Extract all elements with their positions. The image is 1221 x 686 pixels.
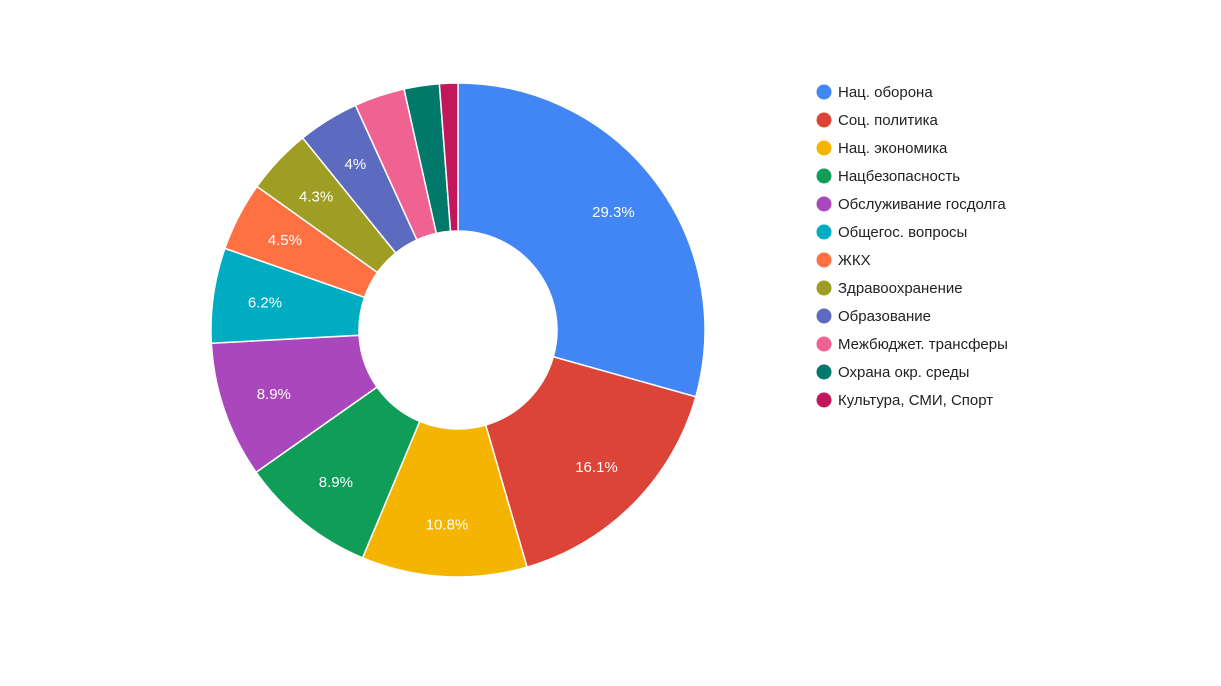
slice-label-6: 6.2% xyxy=(248,295,282,312)
donut-slices xyxy=(210,82,706,578)
legend-label: Здравоохранение xyxy=(838,280,963,297)
legend-item-6[interactable]: Общегос. вопросы xyxy=(816,224,968,241)
legend-item-3[interactable]: Нац. экономика xyxy=(816,140,949,157)
legend-label: Нац. экономика xyxy=(838,140,948,157)
legend-item-8[interactable]: Здравоохранение xyxy=(816,280,963,297)
legend-swatch xyxy=(816,168,832,184)
legend-label: Межбюджет. трансферы xyxy=(838,336,1008,353)
legend-label: Образование xyxy=(838,308,931,325)
legend: Нац. оборона Соц. политика Нац. экономика Н… xyxy=(816,84,1008,409)
legend-item-9[interactable]: Образование xyxy=(816,308,931,325)
slice-labels: 29.3% 16.1% 10.8% 8.9% 8.9% 6.2% 4.5% 4.3% 4% xyxy=(248,156,635,534)
slice-label-2: 16.1% xyxy=(575,459,618,476)
legend-item-1[interactable]: Нац. оборона xyxy=(816,84,934,101)
legend-swatch xyxy=(816,252,832,268)
slice-1[interactable] xyxy=(457,82,706,398)
legend-label: Обслуживание госдолга xyxy=(838,196,1006,213)
legend-label: Охрана окр. среды xyxy=(838,364,969,381)
legend-label: ЖКХ xyxy=(838,252,871,269)
legend-label: Нацбезопасность xyxy=(838,168,960,185)
legend-item-12[interactable]: Культура, СМИ, Спорт xyxy=(816,392,994,409)
legend-item-2[interactable]: Соц. политика xyxy=(816,112,939,129)
legend-swatch xyxy=(816,140,832,156)
slice-label-4: 8.9% xyxy=(319,474,353,491)
legend-item-11[interactable]: Охрана окр. среды xyxy=(816,364,970,381)
legend-swatch xyxy=(816,364,832,380)
legend-swatch xyxy=(816,280,832,296)
legend-swatch xyxy=(816,112,832,128)
slice-2[interactable] xyxy=(484,355,697,569)
legend-swatch xyxy=(816,392,832,408)
legend-label: Общегос. вопросы xyxy=(838,224,967,241)
legend-item-10[interactable]: Межбюджет. трансферы xyxy=(816,336,1008,353)
legend-swatch xyxy=(816,336,832,352)
legend-swatch xyxy=(816,84,832,100)
slice-label-7: 4.5% xyxy=(268,232,302,249)
legend-label: Нац. оборона xyxy=(838,84,933,101)
legend-label: Соц. политика xyxy=(838,112,939,129)
slice-label-3: 10.8% xyxy=(426,517,469,534)
legend-label: Культура, СМИ, Спорт xyxy=(838,392,993,409)
legend-item-5[interactable]: Обслуживание госдолга xyxy=(816,196,1007,213)
slice-label-9: 4% xyxy=(345,156,367,173)
legend-item-7[interactable]: ЖКХ xyxy=(816,252,871,269)
slice-label-8: 4.3% xyxy=(299,188,333,205)
legend-swatch xyxy=(816,196,832,212)
legend-item-4[interactable]: Нацбезопасность xyxy=(816,168,961,185)
slice-label-5: 8.9% xyxy=(257,386,291,403)
slice-12[interactable] xyxy=(438,82,459,233)
legend-swatch xyxy=(816,308,832,324)
legend-swatch xyxy=(816,224,832,240)
slice-label-1: 29.3% xyxy=(592,204,635,221)
